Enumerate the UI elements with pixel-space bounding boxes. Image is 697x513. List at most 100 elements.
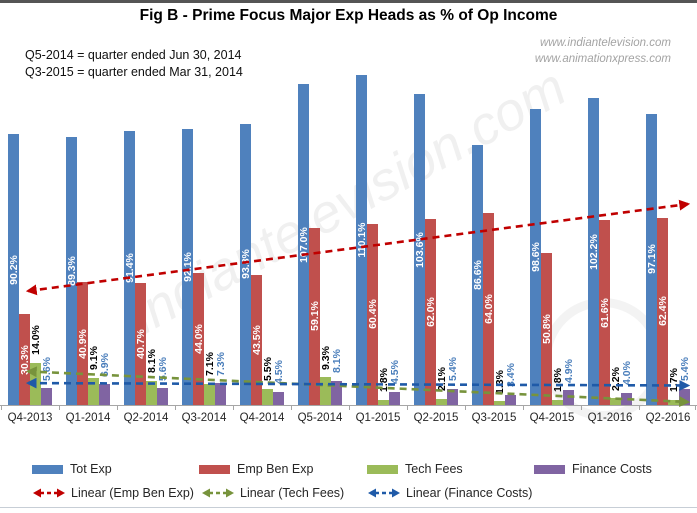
- data-label-tot-exp-q4-2013: 90.2%: [8, 254, 20, 285]
- bar-finance-costs-q2-2014: [157, 388, 168, 405]
- bar-emp-ben-exp-q4-2014: [251, 274, 262, 405]
- bar-tech-fees-q1-2016: [610, 398, 621, 405]
- legend-arrow-icon-linear-tech-fees: [202, 488, 234, 498]
- legend-swatch-emp-ben-exp: [199, 464, 230, 474]
- category-label-q3-2015: Q3-2015: [471, 412, 517, 424]
- category-label-q1-2014: Q1-2014: [65, 412, 111, 424]
- bar-finance-costs-q4-2015: [563, 390, 574, 405]
- legend-item-linear-finance-costs: Linear (Finance Costs): [368, 486, 532, 500]
- data-label-finance-costs-q2-2016: 5.4%: [679, 357, 691, 382]
- note-q3-2015-definition: Q3-2015 = quarter ended Mar 31, 2014: [25, 65, 243, 79]
- x-axis-tick: [465, 405, 466, 410]
- top-border: [0, 0, 697, 3]
- data-label-tot-exp-q2-2014: 91.4%: [124, 253, 136, 283]
- x-axis-tick: [233, 405, 234, 410]
- bar-finance-costs-q1-2016: [621, 393, 632, 405]
- category-label-q4-2013: Q4-2013: [7, 412, 53, 424]
- bar-finance-costs-q5-2014: [331, 380, 342, 405]
- data-label-emp-ben-exp-q3-2014: 44.0%: [193, 324, 205, 354]
- x-axis-tick: [117, 405, 118, 410]
- data-label-emp-ben-exp-q1-2016: 61.6%: [599, 297, 611, 328]
- legend-swatch-tech-fees: [367, 464, 398, 474]
- category-label-q4-2015: Q4-2015: [529, 412, 575, 424]
- legend-label-linear-emp-ben-exp: Linear (Emp Ben Exp): [71, 486, 194, 500]
- bar-tot-exp-q4-2013: [8, 134, 19, 405]
- bar-tech-fees-q3-2014: [204, 383, 215, 405]
- watermark-url-animationxpress: www.animationxpress.com: [534, 53, 671, 65]
- data-label-emp-ben-exp-q4-2015: 50.8%: [541, 313, 553, 344]
- bar-emp-ben-exp-q1-2016: [599, 220, 610, 405]
- data-label-finance-costs-q2-2014: 5.6%: [157, 356, 169, 381]
- legend-item-finance-costs: Finance Costs: [534, 462, 652, 476]
- bar-tech-fees-q1-2014: [88, 377, 99, 405]
- data-label-emp-ben-exp-q4-2014: 43.5%: [251, 324, 263, 355]
- data-label-finance-costs-q1-2016: 4.0%: [621, 361, 633, 386]
- bar-tech-fees-q4-2014: [262, 388, 273, 405]
- legend-item-emp-ben-exp: Emp Ben Exp: [199, 462, 313, 476]
- data-label-finance-costs-q1-2014: 6.9%: [99, 352, 111, 377]
- x-axis-tick: [581, 405, 582, 410]
- bar-finance-costs-q1-2014: [99, 384, 110, 405]
- bar-emp-ben-exp-q1-2015: [367, 223, 378, 405]
- x-axis-tick: [407, 405, 408, 410]
- data-label-finance-costs-q4-2013: 5.6%: [41, 356, 53, 381]
- data-label-emp-ben-exp-q5-2014: 59.1%: [309, 301, 321, 332]
- data-label-emp-ben-exp-q3-2015: 64.0%: [483, 294, 495, 324]
- bar-emp-ben-exp-q4-2013: [19, 314, 30, 405]
- bar-tech-fees-q5-2014: [320, 377, 331, 405]
- bar-emp-ben-exp-q5-2014: [309, 227, 320, 405]
- legend-item-linear-tech-fees: Linear (Tech Fees): [202, 486, 344, 500]
- bottom-border: [0, 507, 697, 508]
- legend-label-tot-exp: Tot Exp: [70, 462, 112, 476]
- legend-item-linear-emp-ben-exp: Linear (Emp Ben Exp): [33, 486, 194, 500]
- legend-label-linear-finance-costs: Linear (Finance Costs): [406, 486, 533, 500]
- category-label-q2-2016: Q2-2016: [645, 412, 691, 424]
- data-label-finance-costs-q3-2014: 7.3%: [215, 351, 227, 376]
- bar-emp-ben-exp-q4-2015: [541, 252, 552, 405]
- x-axis-tick: [291, 405, 292, 410]
- category-label-q1-2016: Q1-2016: [587, 412, 633, 424]
- bar-finance-costs-q4-2014: [273, 391, 284, 405]
- legend-label-linear-tech-fees: Linear (Tech Fees): [240, 486, 345, 500]
- category-label-q5-2014: Q5-2014: [297, 412, 343, 424]
- data-label-finance-costs-q1-2015: 4.5%: [389, 359, 401, 384]
- bar-emp-ben-exp-q2-2015: [425, 219, 436, 405]
- data-label-finance-costs-q4-2014: 4.5%: [273, 359, 285, 384]
- data-label-emp-ben-exp-q2-2016: 62.4%: [657, 296, 669, 327]
- data-label-finance-costs-q5-2014: 8.1%: [331, 349, 343, 374]
- note-q5-2014-definition: Q5-2014 = quarter ended Jun 30, 2014: [25, 48, 242, 62]
- legend-item-tech-fees: Tech Fees: [367, 462, 463, 476]
- x-axis-tick: [1, 405, 2, 410]
- x-axis-tick: [695, 405, 696, 410]
- bar-emp-ben-exp-q1-2014: [77, 282, 88, 405]
- category-label-q3-2014: Q3-2014: [181, 412, 227, 424]
- bar-tech-fees-q4-2013: [30, 363, 41, 405]
- x-axis-tick: [639, 405, 640, 410]
- legend-label-tech-fees: Tech Fees: [405, 462, 463, 476]
- data-label-finance-costs-q4-2015: 4.9%: [563, 358, 575, 383]
- data-label-tech-fees-q4-2013: 14.0%: [30, 325, 42, 356]
- bar-finance-costs-q2-2015: [447, 388, 458, 405]
- legend-swatch-finance-costs: [534, 464, 565, 474]
- legend-label-emp-ben-exp: Emp Ben Exp: [237, 462, 314, 476]
- x-axis-tick: [59, 405, 60, 410]
- legend-swatch-tot-exp: [32, 464, 63, 474]
- data-label-finance-costs-q3-2015: 3.4%: [505, 363, 517, 388]
- bar-emp-ben-exp-q2-2014: [135, 282, 146, 405]
- bar-finance-costs-q1-2015: [389, 391, 400, 405]
- x-axis-tick: [175, 405, 176, 410]
- category-label-q2-2015: Q2-2015: [413, 412, 459, 424]
- x-axis-tick: [349, 405, 350, 410]
- legend-label-finance-costs: Finance Costs: [572, 462, 652, 476]
- x-axis-tick: [523, 405, 524, 410]
- bar-tech-fees-q2-2014: [146, 380, 157, 405]
- bar-finance-costs-q3-2014: [215, 383, 226, 405]
- bar-finance-costs-q3-2015: [505, 394, 516, 405]
- data-label-finance-costs-q2-2015: 5.4%: [447, 357, 459, 382]
- bar-emp-ben-exp-q2-2016: [657, 217, 668, 405]
- category-label-q1-2015: Q1-2015: [355, 412, 401, 424]
- bar-emp-ben-exp-q3-2014: [193, 273, 204, 405]
- chart-title: Fig B - Prime Focus Major Exp Heads as %…: [139, 7, 558, 24]
- bar-finance-costs-q2-2016: [679, 388, 690, 405]
